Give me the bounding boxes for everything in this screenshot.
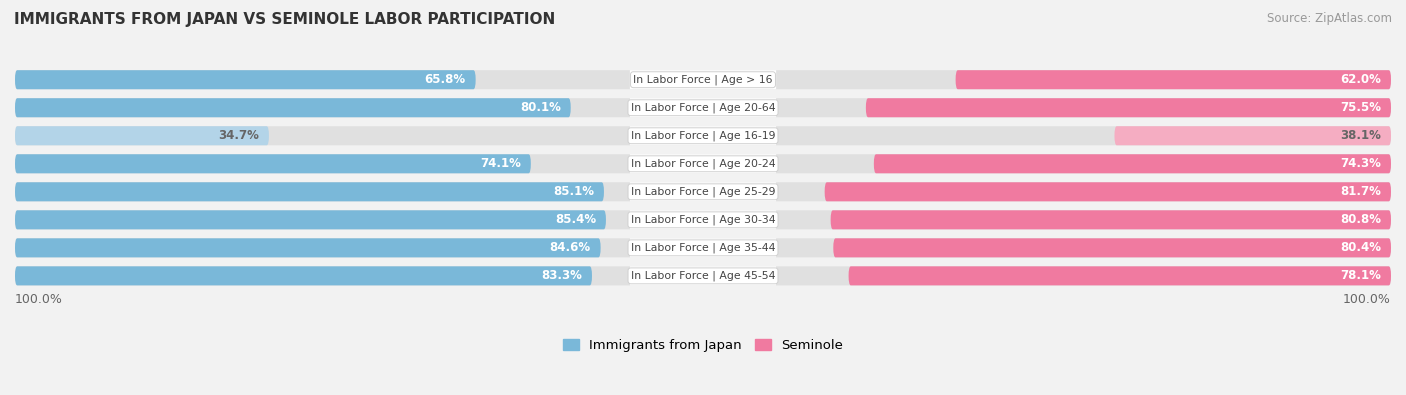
Text: In Labor Force | Age 25-29: In Labor Force | Age 25-29 [631,186,775,197]
Legend: Immigrants from Japan, Seminole: Immigrants from Japan, Seminole [562,339,844,352]
Text: 80.8%: 80.8% [1340,213,1381,226]
FancyBboxPatch shape [15,238,1391,258]
Text: 85.1%: 85.1% [553,185,593,198]
FancyBboxPatch shape [630,98,776,117]
FancyBboxPatch shape [866,98,1391,117]
FancyBboxPatch shape [15,98,1391,117]
FancyBboxPatch shape [630,154,776,173]
FancyBboxPatch shape [15,266,592,286]
FancyBboxPatch shape [825,182,1391,201]
FancyBboxPatch shape [630,126,776,145]
FancyBboxPatch shape [956,70,1391,89]
FancyBboxPatch shape [15,210,606,229]
Text: In Labor Force | Age 16-19: In Labor Force | Age 16-19 [631,130,775,141]
Text: 83.3%: 83.3% [541,269,582,282]
Text: 100.0%: 100.0% [1343,293,1391,306]
Text: 74.1%: 74.1% [479,157,520,170]
Text: 62.0%: 62.0% [1340,73,1381,86]
FancyBboxPatch shape [630,238,776,258]
FancyBboxPatch shape [1115,126,1391,145]
Text: 85.4%: 85.4% [555,213,596,226]
Text: In Labor Force | Age 45-54: In Labor Force | Age 45-54 [631,271,775,281]
Text: 65.8%: 65.8% [425,73,465,86]
FancyBboxPatch shape [15,238,600,258]
Text: 75.5%: 75.5% [1340,101,1381,114]
Text: 81.7%: 81.7% [1340,185,1381,198]
FancyBboxPatch shape [831,210,1391,229]
Text: Source: ZipAtlas.com: Source: ZipAtlas.com [1267,12,1392,25]
FancyBboxPatch shape [15,182,1391,201]
FancyBboxPatch shape [15,210,1391,229]
FancyBboxPatch shape [15,182,605,201]
Text: 78.1%: 78.1% [1340,269,1381,282]
Text: In Labor Force | Age 20-24: In Labor Force | Age 20-24 [631,158,775,169]
Text: 80.4%: 80.4% [1340,241,1381,254]
Text: 84.6%: 84.6% [550,241,591,254]
Text: In Labor Force | Age 20-64: In Labor Force | Age 20-64 [631,102,775,113]
Text: In Labor Force | Age 35-44: In Labor Force | Age 35-44 [631,243,775,253]
Text: IMMIGRANTS FROM JAPAN VS SEMINOLE LABOR PARTICIPATION: IMMIGRANTS FROM JAPAN VS SEMINOLE LABOR … [14,12,555,27]
FancyBboxPatch shape [15,126,269,145]
Text: 80.1%: 80.1% [520,101,561,114]
FancyBboxPatch shape [15,70,475,89]
FancyBboxPatch shape [630,70,776,89]
Text: In Labor Force | Age > 16: In Labor Force | Age > 16 [633,75,773,85]
FancyBboxPatch shape [630,182,776,201]
FancyBboxPatch shape [15,98,571,117]
FancyBboxPatch shape [15,70,1391,89]
Text: 74.3%: 74.3% [1340,157,1381,170]
FancyBboxPatch shape [15,154,1391,173]
FancyBboxPatch shape [630,210,776,229]
Text: 34.7%: 34.7% [218,129,259,142]
Text: 38.1%: 38.1% [1340,129,1381,142]
FancyBboxPatch shape [849,266,1391,286]
FancyBboxPatch shape [15,154,531,173]
FancyBboxPatch shape [630,266,776,286]
Text: In Labor Force | Age 30-34: In Labor Force | Age 30-34 [631,214,775,225]
FancyBboxPatch shape [15,126,1391,145]
FancyBboxPatch shape [15,266,1391,286]
FancyBboxPatch shape [834,238,1391,258]
Text: 100.0%: 100.0% [15,293,63,306]
FancyBboxPatch shape [875,154,1391,173]
